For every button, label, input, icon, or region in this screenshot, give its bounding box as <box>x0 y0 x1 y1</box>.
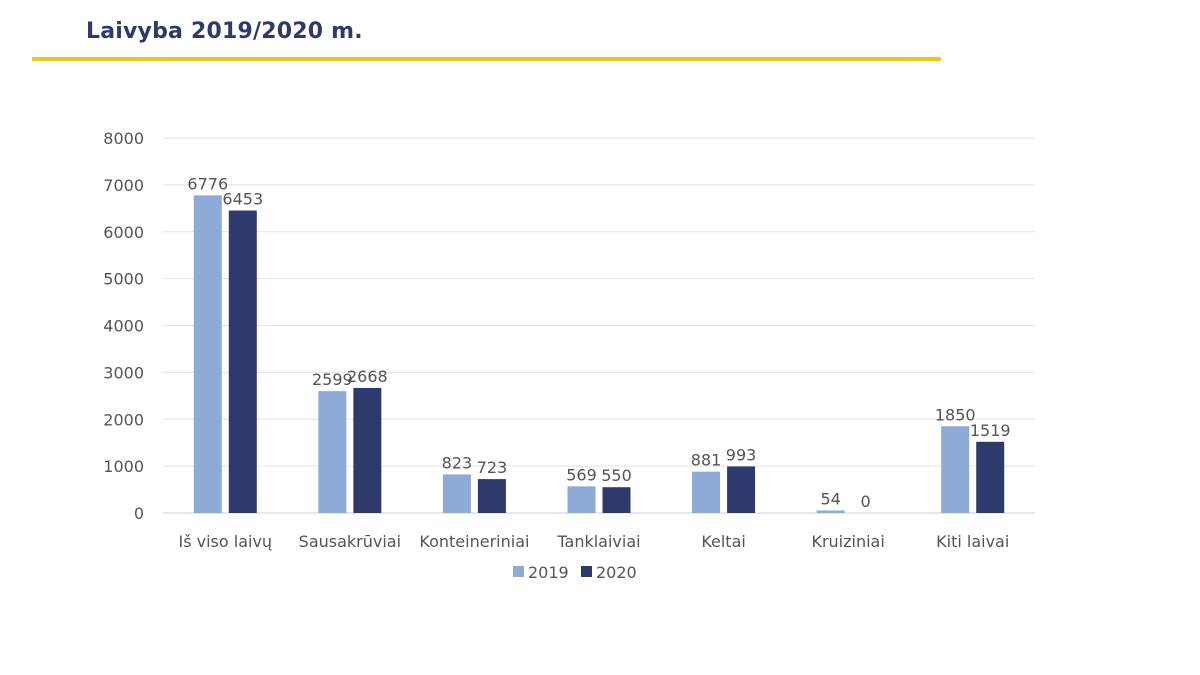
bar-2020-4 <box>727 466 756 513</box>
data-label: 1850 <box>935 405 976 424</box>
bar-2020-2 <box>477 479 506 513</box>
category-label: Tanklaiviai <box>556 532 640 551</box>
y-axis-ticks: 0 1000 2000 3000 4000 5000 6000 7000 8000 <box>103 129 144 523</box>
category-label: Iš viso laivų <box>178 532 272 551</box>
category-label: Konteineriniai <box>419 532 529 551</box>
data-label: 2599 <box>312 370 353 389</box>
bar-2019-5 <box>816 510 845 513</box>
bars <box>193 195 1005 513</box>
category-label: Sausakrūviai <box>299 532 401 551</box>
category-label: Kiti laivai <box>936 532 1009 551</box>
data-label: 6453 <box>222 190 263 209</box>
y-tick-label: 5000 <box>103 270 144 289</box>
legend-label: 2019 <box>528 563 569 582</box>
data-label: 0 <box>861 492 871 511</box>
y-tick-label: 4000 <box>103 317 144 336</box>
y-tick-label: 6000 <box>103 223 144 242</box>
bar-2019-2 <box>442 474 471 513</box>
legend: 2019 2020 <box>513 563 637 582</box>
data-label: 2668 <box>347 367 388 386</box>
data-label: 54 <box>820 489 840 508</box>
bar-2019-0 <box>193 195 222 513</box>
legend-swatch <box>581 566 592 577</box>
data-label: 550 <box>601 466 632 485</box>
data-label: 723 <box>477 458 508 477</box>
y-tick-label: 8000 <box>103 129 144 148</box>
y-tick-label: 0 <box>134 504 144 523</box>
bar-2019-4 <box>692 471 721 513</box>
gridlines <box>163 137 1035 514</box>
bar-2020-3 <box>602 487 631 513</box>
bar-2019-6 <box>941 426 970 513</box>
legend-label: 2020 <box>596 563 637 582</box>
bar-2019-3 <box>567 486 596 513</box>
data-label: 6776 <box>187 174 228 193</box>
y-tick-label: 1000 <box>103 457 144 476</box>
data-label: 881 <box>691 451 722 470</box>
legend-swatch <box>513 566 524 577</box>
category-label: Kruiziniai <box>811 532 884 551</box>
title-underline <box>32 57 941 61</box>
y-tick-label: 2000 <box>103 410 144 429</box>
bar-2019-1 <box>318 391 347 513</box>
y-tick-label: 3000 <box>103 363 144 382</box>
data-label: 569 <box>566 465 597 484</box>
data-label: 993 <box>726 445 757 464</box>
category-label: Keltai <box>701 532 746 551</box>
data-label: 1519 <box>970 421 1011 440</box>
data-label: 823 <box>442 453 473 472</box>
bar-2020-1 <box>353 387 382 513</box>
category-labels: Iš viso laivų Sausakrūviai Konteineriniai T… <box>178 532 1009 551</box>
bar-2020-0 <box>228 210 257 513</box>
page-title: Laivyba 2019/2020 m. <box>86 19 363 44</box>
y-tick-label: 7000 <box>103 176 144 195</box>
bar-2020-6 <box>976 441 1005 513</box>
